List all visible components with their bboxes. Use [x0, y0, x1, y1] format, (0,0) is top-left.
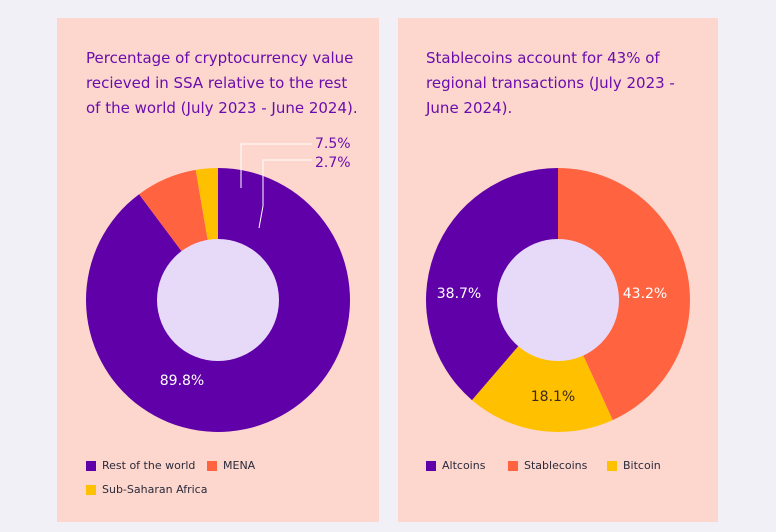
chart-card-stablecoins: Stablecoins account for 43% of regional …: [398, 18, 718, 522]
legend-label: MENA: [223, 459, 256, 472]
chart-title-ssa: Percentage of cryptocurrency value recie…: [86, 49, 358, 117]
data-label: 89.8%: [160, 373, 204, 389]
legend-item-rest-of-world: Rest of the world: [86, 459, 195, 472]
data-label: 7.5%: [315, 136, 351, 152]
legend-swatch-yellow: [607, 460, 617, 471]
legend-swatch-orange: [508, 460, 518, 471]
legend-swatch-purple: [426, 460, 436, 471]
slice-stablecoins: [558, 168, 690, 421]
legend-label: Rest of the world: [102, 459, 196, 472]
legend-label: Stablecoins: [524, 459, 588, 472]
chart-card-ssa: Percentage of cryptocurrency value recie…: [57, 18, 379, 522]
legend-swatch-yellow: [86, 484, 96, 495]
legend-item-ssa: Sub-Saharan Africa: [86, 483, 207, 496]
legend-item-bitcoin: Bitcoin: [607, 459, 661, 472]
chart-title-stablecoins: Stablecoins account for 43% of regional …: [426, 49, 675, 117]
leader-line: [240, 143, 312, 188]
legend-item-mena: MENA: [207, 459, 255, 472]
leader-line: [258, 159, 312, 229]
legend-label: Sub-Saharan Africa: [102, 483, 208, 496]
slice-bitcoin: [471, 300, 613, 432]
legend-item-stablecoins: Stablecoins: [508, 459, 587, 472]
data-label: 18.1%: [531, 389, 575, 405]
donut-chart-stablecoins: 43.2% 18.1% 38.7%: [426, 168, 690, 432]
data-label: 2.7%: [315, 155, 351, 171]
donut-hole: [497, 239, 619, 361]
donut-hole: [157, 239, 279, 361]
slice-altcoins: [426, 168, 558, 401]
legend-label: Bitcoin: [623, 459, 661, 472]
donut-chart-ssa: 89.8% 7.5% 2.7%: [85, 136, 351, 432]
data-label: 38.7%: [437, 286, 481, 302]
legend-swatch-orange: [207, 460, 217, 471]
data-label: 43.2%: [623, 286, 667, 302]
legend-label: Altcoins: [442, 459, 486, 472]
legend-swatch-purple: [86, 460, 96, 471]
legend-item-altcoins: Altcoins: [426, 459, 485, 472]
